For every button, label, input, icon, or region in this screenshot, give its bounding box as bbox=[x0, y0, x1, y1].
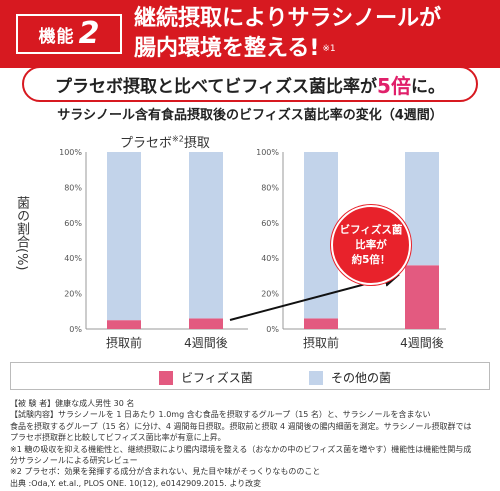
note-line: 食品を摂取するグループ（15 名）に分け、4 週間毎日摂取。摂取前と摂取 4 週… bbox=[10, 421, 472, 431]
placebo-title-suffix: 摂取 bbox=[183, 136, 210, 151]
note-line: 【試験内容】サラシノールを 1 日あたり 1.0mg 含む食品を摂取するグループ… bbox=[10, 410, 431, 420]
y-tick-label: 100% bbox=[256, 148, 279, 157]
placebo-note: ※2 bbox=[172, 134, 184, 144]
y-tick-label: 80% bbox=[64, 183, 82, 192]
legend: ビフィズス菌 その他の菌 bbox=[10, 362, 490, 390]
banner-text-after: に。 bbox=[410, 76, 445, 97]
banner-text-before: プラセボ摂取と比べてビフィズス菌比率が bbox=[55, 76, 378, 97]
y-tick-label: 20% bbox=[261, 290, 279, 299]
note-line: ※1 糖の吸収を抑える機能性と、継続摂取により腸内環境を整える（おなかの中のビフ… bbox=[10, 444, 472, 454]
placebo-panel-title: プラセボ※2摂取 bbox=[120, 132, 210, 151]
legend-item-other: その他の菌 bbox=[309, 369, 391, 386]
bar-bifido bbox=[405, 265, 439, 329]
note-line: 出典 :Oda,Y. et.al., PLOS ONE. 10(12), e01… bbox=[10, 478, 262, 488]
callout-line1: ビフィズス菌 bbox=[339, 224, 403, 236]
callout-line3: 約5倍！ bbox=[351, 254, 391, 266]
y-axis-label: 菌の割合(%) bbox=[14, 196, 29, 271]
x-tick-label: 摂取前 bbox=[106, 335, 142, 350]
note-line: 分サラシノールによる研究レビュー bbox=[10, 456, 138, 466]
y-tick-label: 20% bbox=[64, 290, 82, 299]
bar-bifido bbox=[189, 318, 223, 329]
bar-chart: 0% 20% 40% 60% 80% 100% 摂取前 4週間後 0% 20% 40% 60% 80% 1… bbox=[59, 148, 446, 350]
callout-bubble: ビフィズス菌 比率が 約5倍！ bbox=[331, 205, 411, 285]
callout-line2: 比率が bbox=[355, 239, 387, 251]
badge-label: 機能 bbox=[38, 26, 75, 47]
note-line: 【被 験 者】健康な成人男性 30 名 bbox=[10, 399, 135, 408]
header-title-line2: 腸内環境を整える! bbox=[134, 36, 320, 61]
y-tick-label: 40% bbox=[261, 254, 279, 263]
chart-subtitle: サラシノール含有食品摂取後のビフィズス菌比率の変化（4週間） bbox=[57, 108, 443, 123]
study-notes: 【被 験 者】健康な成人男性 30 名 【試験内容】サラシノールを 1 日あたり… bbox=[10, 398, 494, 489]
result-banner: プラセボ摂取と比べてビフィズス菌比率が 5倍 に。 bbox=[22, 66, 478, 102]
y-tick-label: 60% bbox=[261, 219, 279, 228]
y-tick-label: 40% bbox=[64, 254, 82, 263]
note-line: ※2 プラセボ：効果を発揮する成分が含まれない、見た目や味がそっくりなもののこと bbox=[10, 467, 321, 477]
x-tick-label: 4週間後 bbox=[184, 336, 228, 350]
header-title-line1: 継続摂取によりサラシノールが bbox=[134, 6, 442, 31]
bar-other bbox=[189, 152, 223, 319]
function-badge: 機能 2 bbox=[16, 14, 122, 54]
banner-highlight: 5倍 bbox=[377, 73, 411, 98]
y-tick-label: 0% bbox=[69, 325, 82, 334]
legend-label-bifido: ビフィズス菌 bbox=[181, 371, 253, 385]
x-tick-label: 摂取前 bbox=[303, 335, 339, 350]
x-tick-label: 4週間後 bbox=[400, 336, 444, 350]
legend-label-other: その他の菌 bbox=[331, 371, 392, 385]
bar-other bbox=[107, 152, 141, 321]
note-line: プラセボ摂取群と比較してビフィズス菌比率が有意に上昇。 bbox=[10, 433, 226, 443]
header-title-note: ※1 bbox=[322, 44, 336, 54]
y-tick-label: 0% bbox=[266, 325, 279, 334]
bar-bifido bbox=[304, 318, 338, 329]
y-tick-label: 60% bbox=[64, 219, 82, 228]
badge-number: 2 bbox=[78, 16, 100, 51]
legend-swatch-bifido bbox=[159, 370, 173, 385]
y-tick-label: 100% bbox=[59, 148, 82, 157]
bar-bifido bbox=[107, 320, 141, 329]
header-title: 継続摂取によりサラシノールが 腸内環境を整える! ※1 bbox=[134, 4, 441, 64]
legend-swatch-other bbox=[309, 370, 323, 385]
header-bar: 機能 2 継続摂取によりサラシノールが 腸内環境を整える! ※1 bbox=[0, 0, 500, 68]
legend-item-bifido: ビフィズス菌 bbox=[159, 369, 253, 386]
placebo-title: プラセボ bbox=[120, 136, 173, 151]
y-tick-label: 80% bbox=[261, 183, 279, 192]
